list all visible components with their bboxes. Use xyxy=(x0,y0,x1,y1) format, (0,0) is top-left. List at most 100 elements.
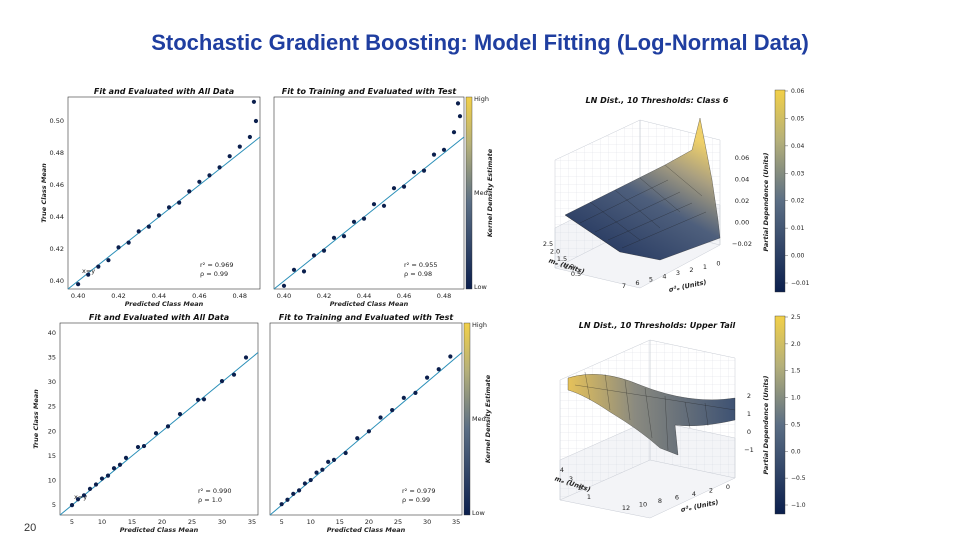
data-point xyxy=(93,482,99,487)
data-point xyxy=(361,216,367,221)
y-tick-label: 15 xyxy=(48,452,56,460)
surface-colorbar xyxy=(774,315,786,515)
data-point xyxy=(391,186,397,191)
colorbar-tick-label: High xyxy=(472,321,487,329)
x-axis-label: Predicted Class Mean xyxy=(125,300,204,308)
colorbar-tick-label: 0.00 xyxy=(791,253,805,260)
x-tick-label: 0 xyxy=(726,483,730,491)
z-tick-label: −0.02 xyxy=(732,240,752,248)
data-point xyxy=(341,234,347,239)
identity-line xyxy=(59,352,259,516)
plot-frame xyxy=(67,96,261,290)
surface-axes-1: 7 6 5 4 3 2 1 0 2.52.01.51.00.5 0.06 0.04 0.02 0.00 −… xyxy=(543,88,810,294)
x-tick-label: 0.40 xyxy=(277,292,291,300)
data-point xyxy=(331,457,337,462)
fit-statistic: r² = 0.990 xyxy=(198,487,231,495)
x-tick-label: 35 xyxy=(452,518,460,526)
y-tick-label: 10 xyxy=(48,477,56,485)
x-tick-label: 25 xyxy=(188,518,196,526)
colorbar-tick-label: Low xyxy=(472,509,485,517)
data-point xyxy=(243,355,249,360)
identity-line xyxy=(273,136,465,290)
colorbar-tick-label: 0.04 xyxy=(791,143,805,150)
y-tick-label: 25 xyxy=(48,403,56,411)
data-point xyxy=(296,488,302,493)
colorbar-label: Kernel Density Estimate xyxy=(484,374,492,463)
data-point xyxy=(355,436,360,441)
x-tick-label: 0.46 xyxy=(397,292,411,300)
data-point xyxy=(390,408,395,413)
identity-line xyxy=(67,136,261,290)
data-point xyxy=(331,235,337,240)
x-tick-label: 0.46 xyxy=(192,292,206,300)
y-tick-label: 0.46 xyxy=(50,181,64,189)
x-tick-label: 0.48 xyxy=(233,292,247,300)
page-number: 20 xyxy=(24,522,37,534)
data-point xyxy=(441,147,447,152)
plot-frame xyxy=(59,322,259,516)
data-point xyxy=(69,503,75,508)
data-point xyxy=(251,99,257,104)
colorbar-tick-label: 0.03 xyxy=(791,170,805,177)
y-tick-label: 4 xyxy=(560,466,564,474)
data-point xyxy=(448,354,453,359)
plot-title: Fit and Evaluated with All Data xyxy=(89,313,229,322)
surface-colorbar xyxy=(774,89,786,293)
x-axis-label: Predicted Class Mean xyxy=(120,526,199,534)
data-point xyxy=(166,205,172,210)
y-tick-label: 2.5 xyxy=(543,240,553,248)
data-point xyxy=(326,459,331,464)
data-point xyxy=(201,397,207,402)
x-tick-label: 10 xyxy=(307,518,315,526)
colorbar-tick-label: 1.5 xyxy=(791,368,801,375)
colorbar-tick-label: 0.5 xyxy=(791,421,801,428)
data-point xyxy=(231,372,237,377)
identity-line-label: x=y xyxy=(74,493,87,501)
scatter-plot-4: Fit to Training and Evaluated with Test 5… xyxy=(269,313,492,534)
surface-plot-class6: LN Dist., 10 Thresholds: Class 6 xyxy=(554,96,729,289)
data-point xyxy=(76,282,81,287)
x-tick-label: 6 xyxy=(675,494,679,502)
data-point xyxy=(401,395,406,400)
colorbar-tick-label: −1.0 xyxy=(791,502,806,509)
fit-statistic: ρ = 1.0 xyxy=(198,496,222,504)
y-axis-label: True Class Mean xyxy=(32,389,40,449)
y-tick-label: 1 xyxy=(587,493,591,501)
x-tick-label: 3 xyxy=(676,269,680,277)
y-tick-label: 3 xyxy=(569,475,573,483)
colorbar-tick-label: 0.01 xyxy=(791,225,805,232)
y-tick-label: 2 xyxy=(578,484,582,492)
data-point xyxy=(413,390,418,396)
x-tick-label: 0.44 xyxy=(152,292,166,300)
x-tick-label: 5 xyxy=(70,518,74,526)
z-tick-label: 2 xyxy=(747,392,751,400)
x-tick-label: 15 xyxy=(336,518,344,526)
x-tick-label: 6 xyxy=(635,279,639,287)
data-point xyxy=(207,173,212,178)
data-point xyxy=(279,502,284,507)
data-point xyxy=(381,203,387,208)
colorbar-tick-label: Med. xyxy=(472,415,488,423)
fit-statistic: r² = 0.969 xyxy=(200,261,233,269)
data-point xyxy=(165,424,171,429)
data-point xyxy=(86,272,91,277)
colorbar-tick-label: High xyxy=(474,95,489,103)
data-point xyxy=(351,219,357,224)
data-point xyxy=(343,450,348,456)
data-point xyxy=(153,431,159,436)
data-point xyxy=(451,130,457,135)
data-point xyxy=(301,269,307,274)
x-tick-label: 0 xyxy=(716,260,720,268)
data-point xyxy=(187,189,192,194)
data-point xyxy=(75,497,81,502)
colorbar-tick-label: 1.0 xyxy=(791,395,801,402)
colorbar-tick-label: 2.0 xyxy=(791,341,801,348)
data-point xyxy=(141,443,147,449)
data-point xyxy=(371,202,377,207)
z-tick-label: 0.02 xyxy=(735,197,749,205)
data-point xyxy=(126,240,131,245)
data-point xyxy=(421,168,427,173)
scatter-plot-1: Fit and Evaluated with All Data x=y 0.40 0.… xyxy=(40,87,261,308)
x-axis-label: Predicted Class Mean xyxy=(327,526,406,534)
data-point xyxy=(431,152,437,157)
